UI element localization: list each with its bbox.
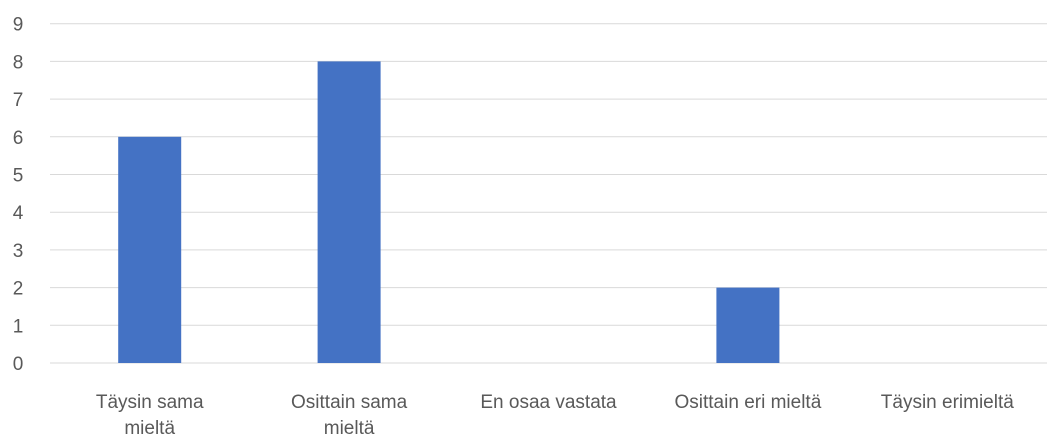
x-tick-label-line: Osittain eri mieltä: [675, 392, 822, 413]
y-tick-label: 0: [13, 354, 24, 375]
y-tick-label: 5: [13, 166, 24, 187]
x-tick-label-line: En osaa vastata: [480, 392, 617, 413]
y-axis-ticks: 0 1 2 3 4 5 6 7 8 9: [13, 15, 24, 375]
y-tick-label: 3: [13, 241, 24, 262]
x-tick-label: En osaa vastata: [480, 392, 617, 413]
x-tick-label-line: mieltä: [124, 418, 175, 439]
bar-1: [317, 61, 381, 364]
x-tick-label-line: Täysin erimieltä: [881, 392, 1014, 413]
x-tick-label: Osittain eri mieltä: [675, 392, 822, 413]
x-tick-label: Täysin erimieltä: [881, 392, 1014, 413]
gridlines: [50, 23, 1047, 364]
x-axis-ticks: Täysin sama mieltä Osittain sama mieltä En o…: [96, 392, 1014, 439]
bars: [118, 61, 780, 364]
bar-0: [118, 136, 182, 363]
y-tick-label: 2: [13, 279, 24, 300]
y-tick-label: 1: [13, 316, 24, 337]
y-tick-label: 7: [13, 90, 24, 111]
x-tick-label-line: mieltä: [324, 418, 375, 439]
y-tick-label: 9: [13, 15, 24, 36]
bar-3: [716, 287, 780, 363]
x-tick-label-line: Osittain sama: [291, 392, 408, 413]
x-tick-label: Osittain sama mieltä: [291, 392, 408, 439]
x-tick-label: Täysin sama mieltä: [96, 392, 204, 439]
y-tick-label: 4: [13, 203, 24, 224]
y-tick-label: 8: [13, 52, 24, 73]
x-tick-label-line: Täysin sama: [96, 392, 204, 413]
y-tick-label: 6: [13, 128, 24, 149]
